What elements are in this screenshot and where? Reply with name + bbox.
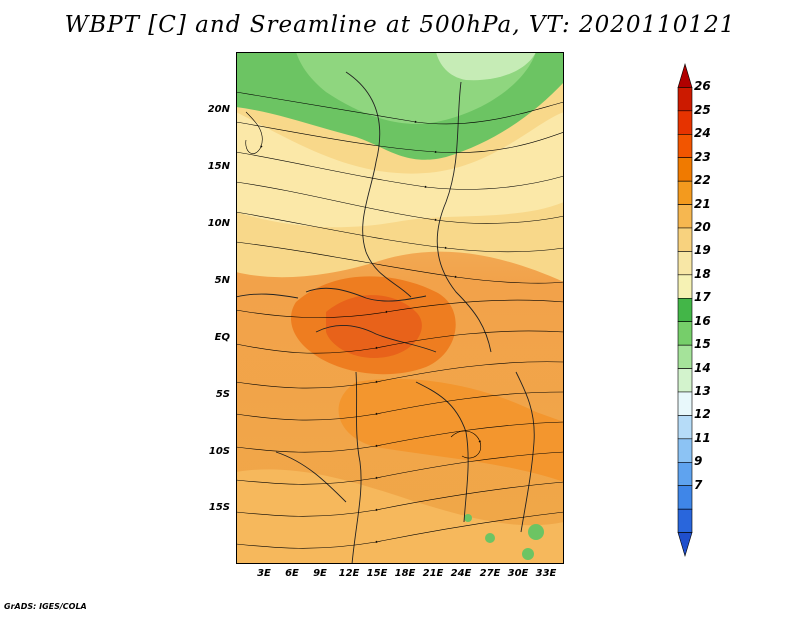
lat-label-eq: EQ bbox=[214, 332, 230, 343]
temperature-speck bbox=[464, 514, 472, 522]
lon-label-12e: 12E bbox=[338, 568, 360, 579]
colorbar-segment bbox=[677, 438, 693, 463]
colorbar-level-label: 16 bbox=[694, 313, 711, 328]
colorbar-level-label: 13 bbox=[694, 384, 711, 398]
colorbar-level-label: 7 bbox=[694, 477, 703, 492]
colorbar-segment bbox=[677, 180, 693, 205]
colorbar-level-label: 23 bbox=[694, 149, 711, 164]
colorbar-level-label: 9 bbox=[694, 454, 703, 469]
lon-label-30e: 30E bbox=[507, 568, 529, 579]
footer-credit: GrADS: IGES/COLA bbox=[4, 602, 87, 611]
colorbar-segment bbox=[677, 368, 693, 393]
map-frame bbox=[236, 52, 564, 564]
colorbar-segment bbox=[677, 532, 693, 558]
lat-label-20n: 20N bbox=[207, 104, 230, 115]
lon-label-9e: 9E bbox=[313, 568, 327, 579]
colorbar-level-label: 18 bbox=[694, 266, 711, 281]
country-borders bbox=[236, 71, 535, 564]
colorbar-segment bbox=[677, 391, 693, 416]
colorbar-segment bbox=[677, 321, 693, 346]
streamlines bbox=[236, 91, 564, 549]
colorbar-level-label: 24 bbox=[694, 126, 711, 141]
colorbar-segment bbox=[677, 251, 693, 276]
colorbar-level-label: 25 bbox=[694, 102, 711, 117]
colorbar-level-label: 21 bbox=[694, 196, 711, 211]
map-title: WBPT [C] and Sreamline at 500hPa, VT: 20… bbox=[64, 12, 736, 38]
colorbar-segment bbox=[677, 508, 693, 533]
temperature-speck bbox=[522, 548, 534, 560]
colorbar-segment bbox=[677, 274, 693, 299]
colorbar-segments bbox=[677, 62, 693, 558]
colorbar-level-label: 12 bbox=[694, 407, 711, 422]
colorbar-level-label: 20 bbox=[694, 220, 711, 234]
colorbar-segment bbox=[677, 344, 693, 369]
lon-label-27e: 27E bbox=[479, 568, 501, 579]
temperature-zone-20c-south bbox=[236, 469, 564, 564]
colorbar bbox=[677, 62, 693, 558]
lon-label-3e: 3E bbox=[257, 568, 271, 579]
colorbar-segment bbox=[677, 227, 693, 252]
lon-label-21e: 21E bbox=[422, 568, 444, 579]
colorbar-segment bbox=[677, 461, 693, 487]
temperature-zone-23c bbox=[326, 295, 422, 358]
temperature-zone-21c-south bbox=[338, 378, 564, 482]
temperature-speck bbox=[485, 533, 495, 543]
lat-label-10s: 10S bbox=[208, 446, 230, 457]
colorbar-segment bbox=[677, 133, 693, 159]
colorbar-segment bbox=[677, 485, 693, 510]
lat-label-15n: 15N bbox=[207, 161, 230, 172]
colorbar-level-label: 11 bbox=[694, 430, 711, 445]
colorbar-level-label: 14 bbox=[694, 360, 711, 375]
weather-map bbox=[236, 52, 564, 564]
lon-label-15e: 15E bbox=[366, 568, 388, 579]
lat-label-10n: 10N bbox=[207, 218, 230, 229]
colorbar-segment bbox=[677, 415, 693, 440]
lon-label-6e: 6E bbox=[285, 568, 299, 579]
temperature-zone-15c bbox=[436, 52, 536, 81]
colorbar-segment bbox=[677, 87, 693, 112]
lon-label-33e: 33E bbox=[535, 568, 557, 579]
colorbar-segment bbox=[677, 157, 693, 182]
colorbar-level-label: 19 bbox=[694, 243, 711, 258]
temperature-speck bbox=[528, 524, 544, 540]
colorbar-segment bbox=[677, 297, 693, 323]
temperature-zone-19c bbox=[236, 112, 564, 228]
colorbar-level-label: 17 bbox=[694, 290, 711, 305]
lon-label-24e: 24E bbox=[450, 568, 472, 579]
colorbar-level-label: 15 bbox=[694, 337, 711, 352]
colorbar-segment bbox=[677, 62, 693, 88]
lat-label-5s: 5S bbox=[215, 389, 230, 400]
lat-label-15s: 15S bbox=[208, 502, 230, 513]
colorbar-segment bbox=[677, 110, 693, 135]
lon-label-18e: 18E bbox=[394, 568, 416, 579]
colorbar-level-label: 26 bbox=[694, 79, 711, 94]
lat-label-5n: 5N bbox=[214, 275, 230, 286]
colorbar-segment bbox=[677, 204, 693, 229]
colorbar-level-label: 22 bbox=[694, 173, 711, 188]
